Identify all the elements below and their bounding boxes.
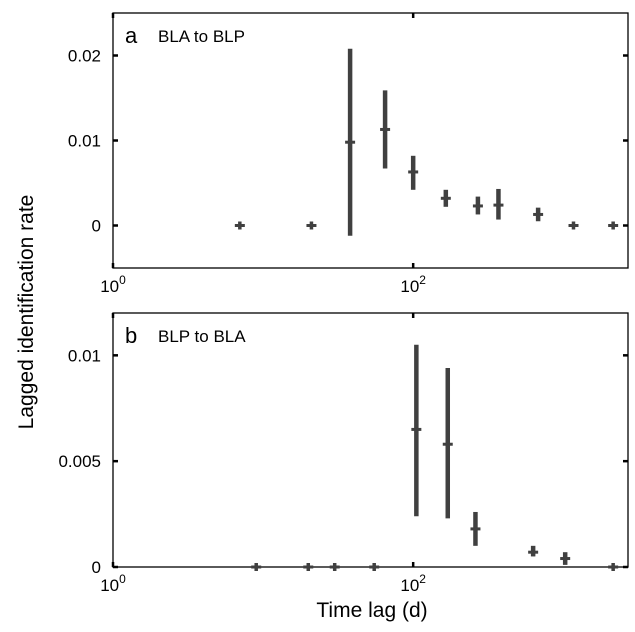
panel-title: BLA to BLP [158, 27, 245, 46]
x-tick-label: 100 [100, 273, 126, 296]
x-tick-label: 102 [400, 273, 426, 296]
y-axis-label: Lagged identification rate [15, 195, 38, 430]
panel-a: 0 0.01 0.02 100 102 a BLA to BLP [68, 12, 629, 296]
y-tick-label: 0.01 [68, 132, 101, 151]
y-tick-label: 0.02 [68, 47, 101, 66]
x-tick-label: 100 [100, 572, 126, 595]
y-tick-label: 0 [92, 217, 101, 236]
panel-b: 0 0.005 0.01 100 102 b BLP to BLA [58, 312, 629, 595]
y-tick-label: 0.005 [58, 452, 101, 471]
x-tick-label: 102 [400, 572, 426, 595]
x-axis-label: Time lag (d) [316, 599, 427, 622]
panel-title: BLP to BLA [158, 327, 246, 346]
axes-box [112, 312, 629, 568]
axes-box [112, 12, 629, 269]
y-tick-label: 0 [92, 558, 101, 577]
y-tick-label: 0.01 [68, 346, 101, 365]
panel-letter: a [125, 23, 138, 48]
panel-letter: b [125, 323, 137, 348]
